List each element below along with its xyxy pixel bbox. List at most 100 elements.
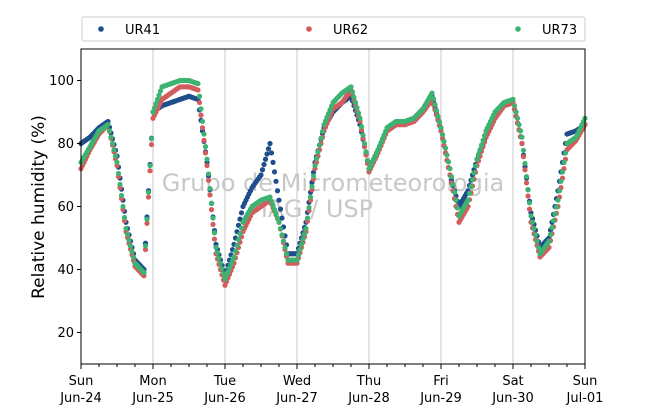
watermark-line1: Grupo de Micrometeorologia (162, 169, 504, 197)
y-tick-label: 60 (57, 200, 74, 215)
data-point (562, 150, 569, 156)
data-point (195, 81, 201, 87)
x-tick-label-day: Wed (283, 374, 311, 389)
data-point (558, 178, 564, 184)
data-point (238, 210, 245, 216)
data-point (207, 186, 213, 192)
data-point (429, 90, 435, 96)
data-point (304, 215, 311, 221)
data-point (261, 161, 267, 168)
data-point (465, 197, 471, 203)
y-tick-label: 100 (49, 74, 74, 89)
data-point (364, 157, 371, 163)
data-point (519, 140, 525, 147)
data-point (268, 150, 275, 156)
data-point (144, 216, 150, 222)
data-point (123, 225, 129, 232)
data-point (210, 221, 216, 227)
data-point (303, 225, 309, 232)
data-point (471, 170, 477, 176)
data-point (235, 236, 242, 243)
data-point (264, 151, 270, 157)
data-point (199, 125, 206, 131)
data-point (351, 94, 357, 100)
data-point (276, 219, 282, 225)
data-point (301, 231, 308, 237)
data-point (522, 167, 528, 173)
data-point (549, 224, 555, 231)
data-point (436, 119, 443, 125)
data-point (262, 156, 269, 162)
data-point (126, 237, 132, 243)
data-point (360, 132, 366, 138)
legend-label: UR62 (333, 23, 368, 38)
data-point (273, 211, 279, 217)
data-point (315, 149, 321, 155)
x-tick-label-date: Jun-29 (419, 391, 462, 406)
data-point (153, 101, 159, 107)
x-tick-label-day: Fri (433, 374, 449, 389)
data-point (274, 188, 281, 194)
data-point (259, 167, 266, 173)
data-point (207, 192, 213, 198)
data-point (559, 169, 566, 175)
data-point (234, 242, 240, 248)
data-point (478, 142, 485, 148)
data-point (198, 112, 204, 118)
watermark: Grupo de Micrometeorologia IAG / USP (162, 169, 504, 223)
data-point (238, 225, 245, 231)
data-point (561, 159, 567, 165)
data-point (555, 197, 561, 203)
data-point (432, 102, 438, 108)
data-point (516, 122, 522, 128)
data-point (148, 136, 155, 142)
data-point (358, 124, 365, 130)
data-point (216, 255, 222, 261)
data-point (454, 205, 461, 211)
data-point (306, 204, 312, 211)
data-point (124, 231, 131, 237)
data-point (127, 243, 134, 249)
data-point (267, 140, 273, 147)
data-point (265, 146, 272, 152)
data-point (196, 93, 203, 99)
data-point (481, 133, 488, 139)
legend-label: UR73 (542, 23, 577, 38)
data-point (121, 214, 128, 221)
data-point (267, 194, 273, 200)
y-tick-label: 80 (57, 137, 74, 152)
x-tick-label-day: Sun (573, 374, 598, 389)
data-point (546, 238, 552, 244)
data-point (363, 149, 369, 155)
data-point (477, 147, 483, 153)
data-point (270, 159, 276, 165)
x-tick-label-date: Jun-28 (347, 391, 390, 406)
data-point (276, 197, 282, 203)
data-point (117, 181, 123, 188)
data-point (439, 131, 446, 138)
data-point (451, 189, 458, 195)
data-point (445, 159, 452, 165)
data-point (528, 213, 534, 219)
data-point (283, 251, 290, 257)
data-point (156, 92, 162, 98)
data-point (202, 144, 209, 150)
data-point (208, 200, 215, 206)
data-point (219, 265, 225, 272)
series-UR73 (78, 77, 588, 282)
x-tick-label-day: Sat (502, 374, 523, 389)
data-point (441, 138, 447, 144)
data-point (268, 198, 275, 204)
data-point (313, 156, 320, 162)
data-point (142, 246, 149, 253)
x-tick-label-day: Sun (69, 374, 94, 389)
data-point (154, 96, 161, 102)
data-point (115, 170, 122, 177)
data-point (280, 238, 287, 244)
axes: 20 40 60 80 100 Sun Jun-24 Mon Jun-25 Tue Jun-26 We… (49, 74, 603, 406)
data-point (307, 194, 314, 200)
data-point (552, 211, 558, 217)
data-point (531, 225, 537, 232)
